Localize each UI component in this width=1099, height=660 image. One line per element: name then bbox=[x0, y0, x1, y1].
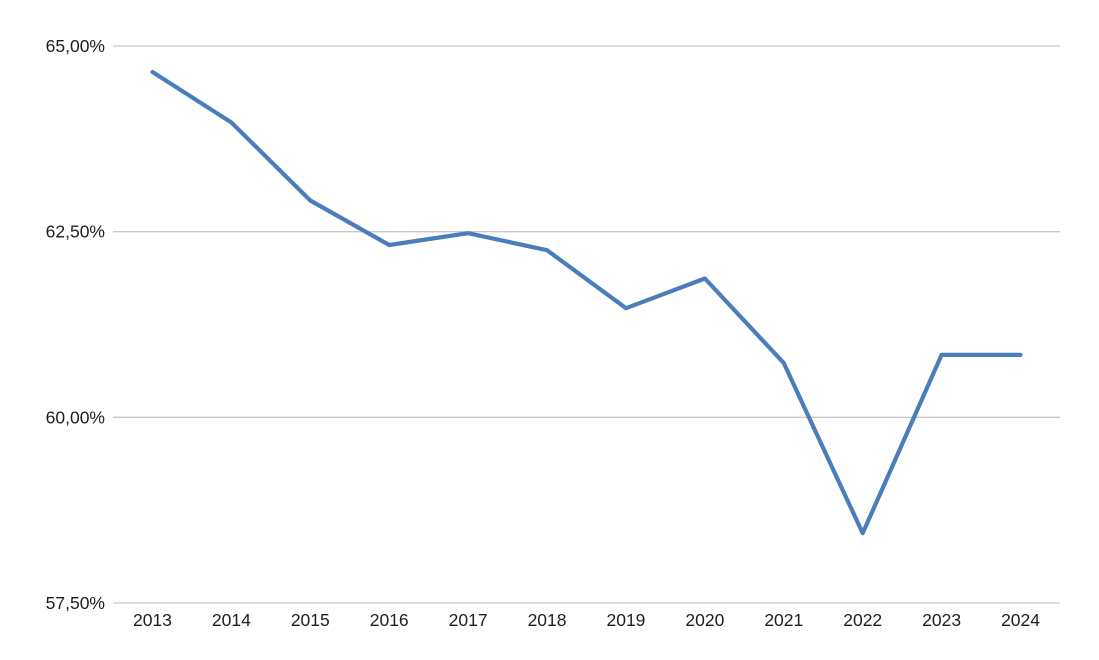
y-tick-label: 60,00% bbox=[46, 407, 105, 427]
y-tick-label: 57,50% bbox=[46, 593, 105, 613]
y-tick-label: 62,50% bbox=[46, 222, 105, 242]
x-tick-label: 2020 bbox=[685, 610, 724, 630]
x-tick-label: 2017 bbox=[449, 610, 488, 630]
x-tick-label: 2021 bbox=[764, 610, 803, 630]
x-tick-label: 2015 bbox=[291, 610, 330, 630]
x-tick-label: 2016 bbox=[370, 610, 409, 630]
x-tick-label: 2024 bbox=[1001, 610, 1040, 630]
x-tick-label: 2022 bbox=[843, 610, 882, 630]
data-line-series-1 bbox=[150, 69, 1023, 536]
x-tick-label: 2023 bbox=[922, 610, 961, 630]
x-tick-label: 2013 bbox=[133, 610, 172, 630]
x-tick-label: 2019 bbox=[606, 610, 645, 630]
y-tick-label: 65,00% bbox=[46, 36, 105, 56]
x-tick-label: 2014 bbox=[212, 610, 251, 630]
x-tick-label: 2018 bbox=[528, 610, 567, 630]
